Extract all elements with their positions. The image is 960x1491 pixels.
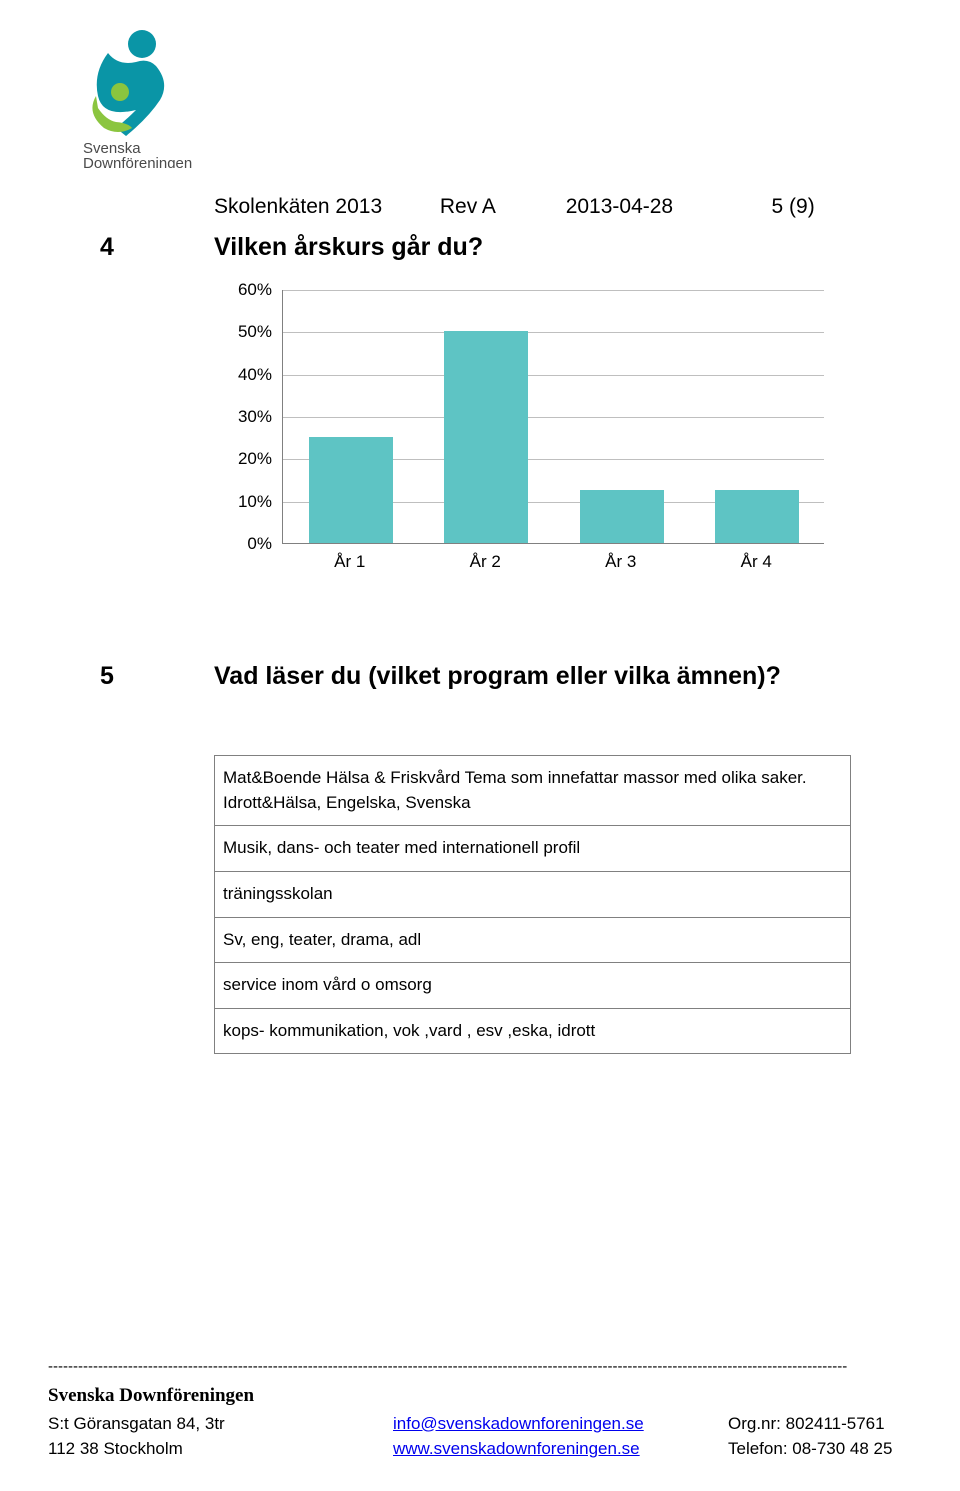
- doc-date: 2013-04-28: [566, 195, 766, 219]
- chart-y-tick-label: 20%: [222, 449, 272, 469]
- footer-email-link[interactable]: info@svenskadownforeningen.se: [393, 1414, 644, 1433]
- chart-bar: [444, 331, 528, 543]
- chart-y-tick-label: 60%: [222, 280, 272, 300]
- chart-gridline: [283, 375, 824, 376]
- answer-cell: Sv, eng, teater, drama, adl: [215, 917, 851, 963]
- chart-y-tick-label: 10%: [222, 492, 272, 512]
- page-footer: Svenska Downföreningen S:t Göransgatan 8…: [48, 1382, 912, 1462]
- chart-bar: [580, 490, 664, 543]
- chart-gridline: [283, 290, 824, 291]
- chart-y-tick-label: 0%: [222, 534, 272, 554]
- doc-page: 5 (9): [772, 195, 815, 219]
- answer-cell: kops- kommunikation, vok ,vard , esv ,es…: [215, 1008, 851, 1054]
- answer-cell: Mat&Boende Hälsa & Friskvård Tema som in…: [215, 756, 851, 826]
- footer-separator: ----------------------------------------…: [48, 1358, 912, 1375]
- chart-plot-area: [282, 290, 824, 544]
- chart-y-tick-label: 40%: [222, 365, 272, 385]
- footer-web-link[interactable]: www.svenskadownforeningen.se: [393, 1439, 640, 1458]
- footer-telephone: Telefon: 08-730 48 25: [728, 1436, 892, 1462]
- doc-title: Skolenkäten 2013: [214, 195, 434, 219]
- q5-number: 5: [100, 662, 114, 691]
- chart-x-tick-label: År 2: [418, 552, 554, 572]
- chart-bar: [715, 490, 799, 543]
- q4-number: 4: [100, 233, 114, 262]
- chart-y-tick-label: 50%: [222, 322, 272, 342]
- footer-address-2: 112 38 Stockholm: [48, 1436, 393, 1462]
- chart-gridline: [283, 417, 824, 418]
- footer-org-name: Svenska Downföreningen: [48, 1382, 912, 1411]
- page-header: Skolenkäten 2013 Rev A 2013-04-28 5 (9): [214, 195, 815, 219]
- q4-chart: 0%10%20%30%40%50%60%År 1År 2År 3År 4: [214, 290, 824, 580]
- chart-x-tick-label: År 3: [553, 552, 689, 572]
- q5-answers-table: Mat&Boende Hälsa & Friskvård Tema som in…: [214, 755, 851, 1054]
- answer-cell: Musik, dans- och teater med internatione…: [215, 826, 851, 872]
- logo-text-bottom: Downföreningen: [83, 155, 192, 168]
- chart-bar: [309, 437, 393, 543]
- q4-text: Vilken årskurs går du?: [214, 233, 483, 262]
- answer-cell: service inom vård o omsorg: [215, 963, 851, 1009]
- q5-text: Vad läser du (vilket program eller vilka…: [214, 662, 781, 691]
- chart-gridline: [283, 332, 824, 333]
- answer-cell: träningsskolan: [215, 871, 851, 917]
- chart-x-tick-label: År 1: [282, 552, 418, 572]
- doc-revision: Rev A: [440, 195, 560, 219]
- footer-address-1: S:t Göransgatan 84, 3tr: [48, 1411, 393, 1437]
- org-logo: Svenska Downföreningen: [48, 18, 198, 168]
- footer-orgnr: Org.nr: 802411-5761: [728, 1411, 885, 1437]
- chart-x-tick-label: År 4: [689, 552, 825, 572]
- chart-y-tick-label: 30%: [222, 407, 272, 427]
